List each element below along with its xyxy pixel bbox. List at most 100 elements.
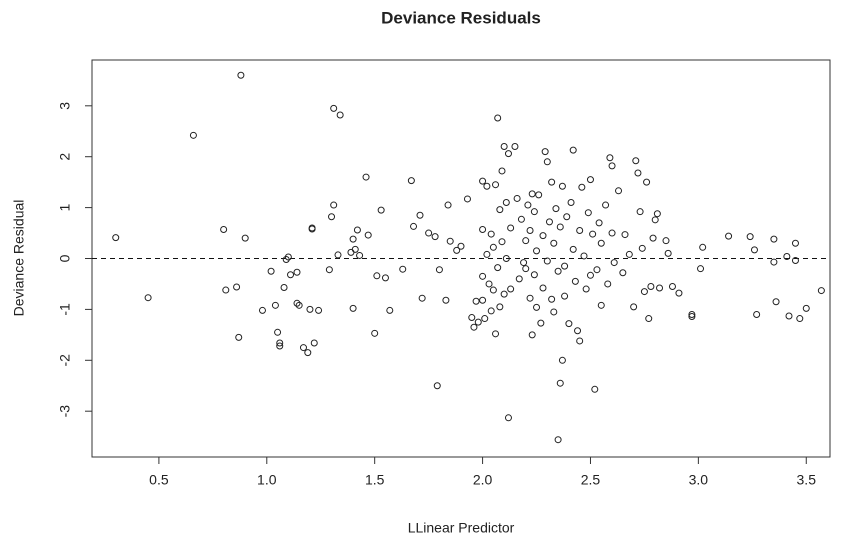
point (528, 190, 536, 198)
point (306, 305, 314, 313)
point (315, 306, 323, 314)
point (435, 266, 443, 274)
point (457, 242, 465, 250)
point (293, 268, 301, 276)
point (604, 280, 612, 288)
point (625, 250, 633, 258)
point (364, 231, 372, 239)
point (630, 303, 638, 311)
point (325, 266, 333, 274)
point (463, 195, 471, 203)
point (576, 227, 584, 235)
point (304, 349, 312, 357)
point (615, 187, 623, 195)
x-tick-label: 0.5 (149, 472, 169, 488)
point (608, 162, 616, 170)
point (591, 385, 599, 393)
point (610, 259, 618, 267)
point (541, 148, 549, 156)
point (554, 436, 562, 444)
point (235, 333, 243, 341)
point (517, 215, 525, 223)
point (513, 194, 521, 202)
point (636, 208, 644, 216)
point (550, 308, 558, 316)
point (347, 248, 355, 256)
x-tick-label: 1.5 (365, 472, 385, 488)
point (276, 342, 284, 350)
point (584, 209, 592, 217)
point (276, 339, 284, 347)
point (640, 288, 648, 296)
point (507, 285, 515, 293)
x-tick-label: 1.0 (257, 472, 277, 488)
point (520, 259, 528, 267)
y-tick-label: 0 (57, 254, 73, 262)
point (293, 299, 301, 307)
x-tick-label: 2.0 (473, 472, 493, 488)
point (474, 318, 482, 326)
point (563, 213, 571, 221)
point (498, 238, 506, 246)
point (558, 182, 566, 190)
point (522, 237, 530, 245)
point (543, 158, 551, 166)
point (580, 252, 588, 260)
point (574, 327, 582, 335)
point (274, 328, 282, 336)
point (561, 292, 569, 300)
point (530, 208, 538, 216)
point (643, 178, 651, 186)
point (112, 234, 120, 242)
point (479, 225, 487, 233)
point (487, 307, 495, 315)
point (496, 206, 504, 214)
point (453, 246, 461, 254)
point (586, 176, 594, 184)
y-axis-label: Deviance Residual (11, 200, 27, 317)
point (349, 235, 357, 243)
point (528, 331, 536, 339)
point (791, 257, 799, 265)
point (330, 201, 338, 209)
point (656, 284, 664, 292)
point (770, 235, 778, 243)
point (356, 251, 364, 259)
point (487, 230, 495, 238)
point (431, 233, 439, 241)
point (632, 157, 640, 165)
y-tick-label: -2 (57, 354, 73, 367)
point (500, 290, 508, 298)
point (144, 294, 152, 302)
point (595, 219, 603, 227)
point (504, 414, 512, 422)
point (582, 285, 590, 293)
point (222, 286, 230, 294)
point (446, 237, 454, 245)
point (433, 382, 441, 390)
point (442, 296, 450, 304)
point (653, 210, 661, 218)
point (608, 229, 616, 237)
point (381, 274, 389, 282)
point (645, 315, 653, 323)
point (444, 201, 452, 209)
point (351, 245, 359, 253)
point (697, 265, 705, 273)
y-tick-label: -1 (57, 303, 73, 316)
point (772, 298, 780, 306)
point (334, 251, 342, 259)
point (258, 306, 266, 314)
point (489, 286, 497, 294)
point (330, 104, 338, 112)
point (489, 243, 497, 251)
y-tick-label: 2 (57, 153, 73, 161)
point (373, 272, 381, 280)
point (619, 269, 627, 277)
y-tick-label: -3 (57, 405, 73, 418)
point (746, 233, 754, 241)
point (535, 191, 543, 199)
point (561, 262, 569, 270)
point (377, 206, 385, 214)
